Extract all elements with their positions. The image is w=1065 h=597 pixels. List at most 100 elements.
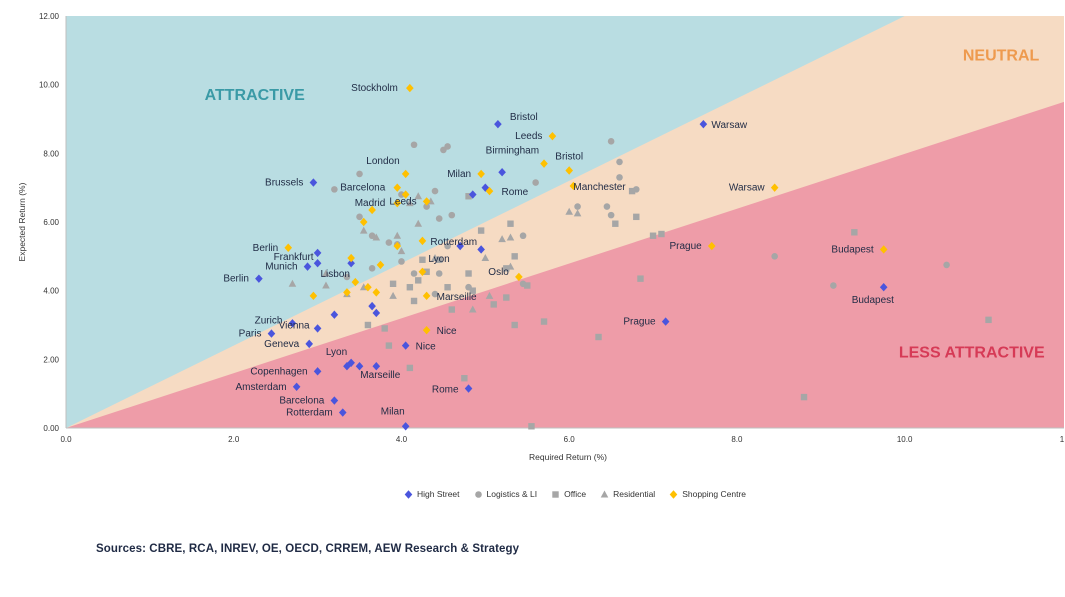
point-high-street (456, 241, 464, 251)
point-logistics-li (423, 203, 430, 210)
point-label-lisbon: Lisbon (320, 269, 349, 280)
point-office (800, 393, 808, 401)
legend-label: Office (564, 489, 587, 499)
point-label-lyon: Lyon (428, 254, 449, 265)
y-tick-label: 12.00 (39, 12, 60, 21)
point-office (406, 284, 414, 291)
point-office (490, 301, 497, 308)
point-residential (393, 231, 402, 239)
point-high-street (372, 308, 381, 318)
point-logistics-li (830, 282, 837, 289)
point-label-geneva: Geneva (264, 339, 299, 350)
point-shopping-centre (347, 253, 355, 263)
zone-label-attractive: ATTRACTIVE (205, 87, 305, 104)
point-office (364, 321, 372, 329)
legend-label: Residential (613, 489, 656, 499)
point-shopping-centre (406, 83, 414, 93)
point-label-marseille: Marseille (437, 292, 477, 303)
point-label-warsaw: Warsaw (711, 120, 748, 131)
point-office (595, 333, 602, 341)
legend-marker (404, 489, 413, 499)
point-label-budapest: Budapest (852, 295, 894, 306)
point-high-street (343, 362, 351, 371)
point-residential (288, 279, 297, 287)
point-office (477, 227, 485, 234)
legend-marker (474, 490, 482, 498)
point-shopping-centre (485, 186, 494, 196)
point-label-rotterdam: Rotterdam (430, 237, 477, 248)
point-label-berlin: Berlin (253, 243, 279, 254)
point-shopping-centre (284, 243, 293, 252)
point-shopping-centre (376, 260, 385, 270)
point-shopping-centre (477, 169, 485, 179)
point-office (628, 187, 636, 195)
point-logistics-li (435, 215, 443, 222)
point-office (465, 270, 472, 277)
point-high-street (303, 262, 312, 271)
point-residential (414, 219, 423, 227)
y-tick-label: 2.00 (43, 355, 59, 364)
point-logistics-li (435, 270, 443, 277)
point-shopping-centre (368, 205, 376, 215)
y-tick-label: 0.00 (43, 424, 59, 433)
point-label-bristol: Bristol (555, 152, 583, 163)
point-shopping-centre (707, 241, 716, 251)
point-label-leeds: Leeds (515, 131, 542, 142)
point-label-birmingham: Birmingham (486, 146, 539, 157)
legend-label: High Street (417, 489, 460, 499)
point-high-street (477, 245, 485, 254)
point-high-street (879, 283, 888, 292)
point-office (985, 316, 992, 324)
point-high-street (267, 329, 276, 338)
point-office (410, 297, 418, 305)
point-residential (322, 281, 330, 289)
point-residential (372, 233, 381, 241)
point-logistics-li (444, 242, 451, 250)
point-label-milan: Milan (381, 406, 405, 417)
point-high-street (401, 422, 410, 431)
point-label-brussels: Brussels (265, 178, 303, 189)
point-label-zurich: Zurich (255, 315, 283, 326)
legend-circle-marker (474, 490, 482, 498)
point-office (465, 193, 472, 200)
point-label-nice: Nice (437, 326, 457, 337)
point-high-street (309, 178, 318, 187)
point-high-street (464, 384, 473, 393)
point-label-leeds: Leeds (389, 196, 416, 207)
point-logistics-li (368, 265, 376, 272)
legend-item-residential: Residential (600, 489, 655, 499)
point-office (649, 232, 657, 239)
point-logistics-li (410, 270, 418, 277)
point-logistics-li (616, 174, 623, 181)
point-high-street (661, 317, 670, 326)
point-label-oslo: Oslo (488, 267, 509, 278)
legend: High Street Logistics & LI Office Residenti… (404, 489, 746, 499)
legend-item-logistics-li: Logistics & LI (474, 489, 537, 499)
y-tick-label: 10.00 (39, 81, 60, 90)
point-residential (389, 291, 397, 299)
point-label-berlin: Berlin (223, 274, 249, 285)
point-shopping-centre (343, 288, 351, 297)
point-residential (468, 305, 477, 313)
point-logistics-li (385, 239, 393, 246)
point-label-barcelona: Barcelona (340, 183, 385, 194)
point-shopping-centre (401, 190, 410, 199)
y-tick-label: 8.00 (43, 149, 59, 158)
x-tick-label: 10.0 (897, 435, 913, 444)
point-label-london: London (366, 156, 399, 167)
point-office (436, 256, 443, 263)
point-high-street (347, 259, 355, 268)
point-high-street (255, 274, 263, 283)
point-residential (485, 291, 494, 299)
point-office (406, 364, 414, 372)
point-logistics-li (398, 258, 405, 265)
legend-marker (669, 489, 678, 499)
point-logistics-li (519, 232, 527, 240)
x-tick-label: 6.0 (564, 435, 576, 444)
point-logistics-li (607, 138, 615, 145)
x-tick-label: 2.0 (228, 435, 240, 444)
point-office (511, 321, 518, 329)
point-high-street (330, 396, 339, 405)
point-label-prague: Prague (670, 241, 703, 252)
point-shopping-centre (418, 236, 427, 246)
